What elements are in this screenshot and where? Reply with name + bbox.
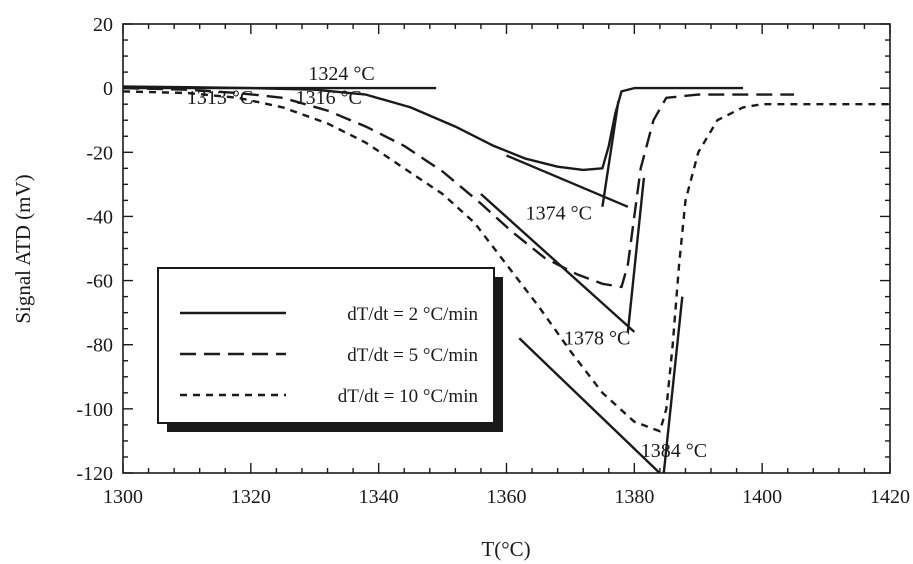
- x-tick-label: 1420: [870, 486, 910, 508]
- legend-box: [157, 267, 495, 424]
- legend: dT/dt = 2 °C/min dT/dt = 5 °C/min dT/dt = …: [157, 267, 503, 432]
- annotation-label: 1374 °C: [526, 203, 592, 225]
- x-axis-label: T(°C): [481, 537, 530, 561]
- annotation-label: 1324 °C: [308, 63, 374, 85]
- y-tick-label: -120: [76, 463, 113, 485]
- text-layer: T(°C) Signal ATD (mV) 1300 1320 1340 1360 13…: [11, 14, 910, 561]
- y-axis-label: Signal ATD (mV): [11, 174, 35, 323]
- legend-label-2: dT/dt = 5 °C/min: [347, 345, 478, 366]
- reference-line-3: [601, 100, 620, 207]
- series-line-3: [123, 90, 890, 433]
- annotation-label: 1384 °C: [641, 440, 707, 462]
- axes-layer: [122, 23, 891, 474]
- y-tick-label: -80: [86, 335, 113, 357]
- annotation-label: 1313 °C: [187, 87, 253, 109]
- reference-line-4: [480, 193, 636, 333]
- y-tick-label: 0: [103, 78, 113, 100]
- x-tick-label: 1340: [359, 486, 399, 508]
- reference-line-7: [662, 296, 684, 473]
- y-tick-label: -100: [76, 399, 113, 421]
- series-line-1: [123, 85, 743, 172]
- reference-line-2: [506, 154, 629, 208]
- reference-line-6: [518, 337, 662, 473]
- y-tick-label: -60: [86, 271, 113, 293]
- series-group: [123, 85, 890, 473]
- x-tick-label: 1400: [742, 486, 782, 508]
- annotation-label: 1378 °C: [564, 328, 630, 350]
- x-tick-label: 1300: [103, 486, 143, 508]
- y-tick-label: 20: [93, 14, 113, 36]
- legend-label-1: dT/dt = 2 °C/min: [347, 304, 478, 325]
- annotation-label: 1316 °C: [296, 87, 362, 109]
- y-tick-label: -20: [86, 142, 113, 164]
- reference-line-5: [626, 177, 646, 333]
- plot-layer: [123, 85, 890, 473]
- y-tick-label: -40: [86, 206, 113, 228]
- x-tick-label: 1320: [231, 486, 271, 508]
- legend-label-3: dT/dt = 10 °C/min: [338, 386, 479, 407]
- x-tick-label: 1360: [487, 486, 527, 508]
- x-tick-label: 1380: [614, 486, 654, 508]
